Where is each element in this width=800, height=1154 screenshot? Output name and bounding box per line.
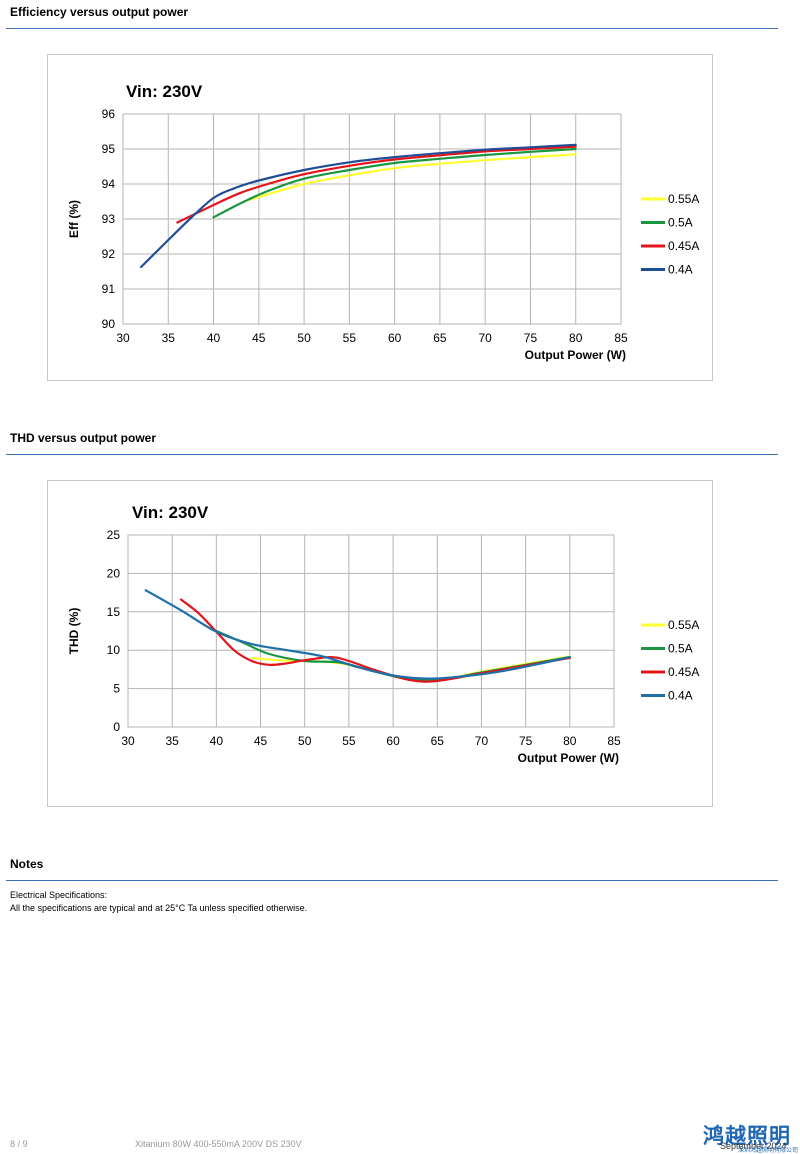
series-line-0.5A: [212, 147, 577, 219]
y-tick-label: 0: [113, 720, 120, 734]
chart-title: Vin: 230V: [126, 82, 203, 101]
x-tick-label: 65: [433, 331, 447, 345]
y-tick-label: 20: [107, 566, 121, 580]
x-tick-label: 45: [252, 331, 266, 345]
notes-section-title: Notes: [10, 857, 44, 871]
y-axis-label: THD (%): [67, 608, 81, 655]
series-line-0.55A: [248, 153, 577, 201]
y-tick-label: 25: [107, 528, 121, 542]
y-tick-label: 92: [102, 247, 116, 261]
y-tick-label: 5: [113, 682, 120, 696]
y-tick-label: 15: [107, 605, 121, 619]
y-tick-label: 10: [107, 643, 121, 657]
footer-page-number: 8 / 9: [10, 1139, 28, 1149]
legend-label: 0.5A: [668, 642, 693, 656]
notes-line-1: Electrical Specifications:: [10, 890, 108, 900]
chart-title: Vin: 230V: [132, 503, 209, 522]
x-tick-label: 80: [563, 734, 577, 748]
x-tick-label: 35: [162, 331, 176, 345]
legend-label: 0.45A: [668, 665, 699, 679]
series-line-0.4A: [144, 589, 571, 680]
x-tick-label: 45: [254, 734, 268, 748]
x-tick-label: 80: [569, 331, 583, 345]
legend-label: 0.4A: [668, 263, 693, 277]
x-tick-label: 85: [614, 331, 628, 345]
x-tick-label: 85: [607, 734, 621, 748]
legend-label: 0.55A: [668, 618, 699, 632]
x-axis-label: Output Power (W): [518, 751, 619, 765]
notes-line-2: All the specifications are typical and a…: [10, 903, 308, 913]
legend-label: 0.55A: [668, 192, 699, 206]
y-tick-label: 90: [102, 317, 116, 331]
x-tick-label: 65: [431, 734, 445, 748]
x-tick-label: 70: [479, 331, 493, 345]
x-tick-label: 40: [207, 331, 221, 345]
efficiency-chart: 90 91 92 93 94 95 96 30 35 40 45 50 55 60 65 70 75 80 85 Vi…: [47, 54, 713, 381]
series-line-0.4A: [140, 143, 577, 269]
notes-section-rule: [6, 880, 778, 881]
x-tick-label: 30: [116, 331, 130, 345]
x-tick-label: 70: [475, 734, 489, 748]
x-tick-label: 50: [298, 734, 312, 748]
y-tick-label: 96: [102, 107, 116, 121]
x-axis-label: Output Power (W): [525, 348, 626, 362]
thd-section-title: THD versus output power: [10, 431, 157, 445]
thd-section-rule: [6, 454, 778, 455]
efficiency-chart-svg: 90 91 92 93 94 95 96 30 35 40 45 50 55 60 65 70 75 80 85 Vi…: [67, 82, 699, 362]
x-tick-label: 75: [524, 331, 538, 345]
legend-label: 0.4A: [668, 689, 693, 703]
thd-chart: 0 5 10 15 20 25 30 35 40 45 50 55 60 65 70 75 80 85 Vin: 2…: [47, 480, 713, 807]
legend-label: 0.45A: [668, 239, 699, 253]
y-axis-label: Eff (%): [67, 200, 81, 238]
brand-logo: 鸿越照明: [703, 1124, 791, 1148]
series-line-0.45A: [176, 145, 577, 224]
y-tick-label: 94: [102, 177, 116, 191]
x-tick-label: 60: [388, 331, 402, 345]
y-tick-label: 95: [102, 142, 116, 156]
efficiency-section-rule: [6, 28, 778, 29]
x-tick-label: 30: [121, 734, 135, 748]
x-tick-label: 75: [519, 734, 533, 748]
thd-chart-svg: 0 5 10 15 20 25 30 35 40 45 50 55 60 65 70 75 80 85 Vin: 2…: [67, 503, 699, 765]
footer-date: September 2024: [720, 1141, 787, 1151]
y-tick-label: 93: [102, 212, 116, 226]
plot-area-border: [127, 534, 615, 728]
x-tick-label: 55: [343, 331, 357, 345]
x-tick-label: 50: [297, 331, 311, 345]
efficiency-section-title: Efficiency versus output power: [10, 5, 189, 19]
plot-area-border: [122, 113, 622, 325]
brand-logo-subtitle: 深圳鸿越照明有限公司: [738, 1147, 799, 1154]
legend-label: 0.5A: [668, 216, 693, 230]
x-tick-label: 55: [342, 734, 356, 748]
footer-document-name: Xitanium 80W 400-550mA 200V DS 230V: [135, 1139, 302, 1149]
x-tick-label: 60: [386, 734, 400, 748]
x-tick-label: 35: [166, 734, 180, 748]
y-tick-label: 91: [102, 282, 116, 296]
x-tick-label: 40: [210, 734, 224, 748]
